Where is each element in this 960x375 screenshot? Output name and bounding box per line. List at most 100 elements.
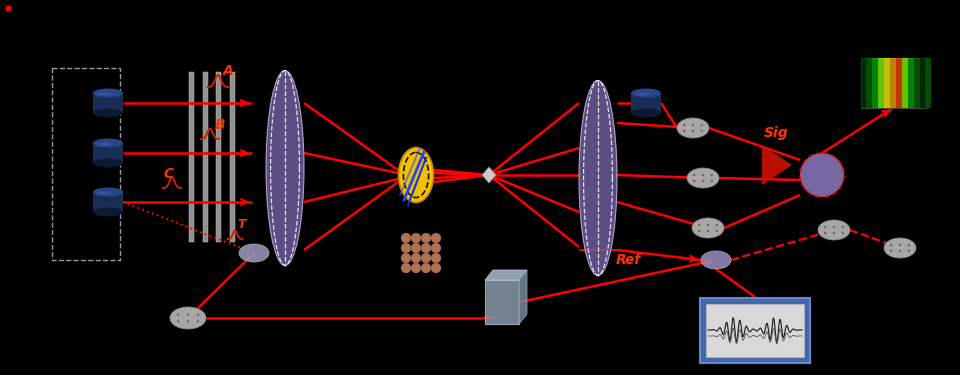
Circle shape xyxy=(197,320,199,322)
Text: T: T xyxy=(237,218,246,231)
FancyBboxPatch shape xyxy=(700,297,810,363)
Circle shape xyxy=(411,253,421,263)
FancyBboxPatch shape xyxy=(925,58,931,108)
Polygon shape xyxy=(485,270,527,280)
Text: C: C xyxy=(163,167,173,181)
Ellipse shape xyxy=(93,188,123,196)
Ellipse shape xyxy=(93,108,123,117)
FancyBboxPatch shape xyxy=(229,72,234,242)
Polygon shape xyxy=(762,145,792,185)
FancyBboxPatch shape xyxy=(901,58,908,108)
Circle shape xyxy=(707,230,709,232)
Ellipse shape xyxy=(631,108,661,117)
Circle shape xyxy=(411,263,421,273)
Circle shape xyxy=(907,250,910,252)
Circle shape xyxy=(842,232,844,234)
Circle shape xyxy=(899,250,901,252)
Circle shape xyxy=(702,174,705,176)
Ellipse shape xyxy=(635,92,650,96)
FancyBboxPatch shape xyxy=(215,72,221,242)
Ellipse shape xyxy=(579,81,617,276)
Circle shape xyxy=(702,180,705,182)
FancyBboxPatch shape xyxy=(890,58,896,108)
Polygon shape xyxy=(93,93,123,113)
Circle shape xyxy=(683,124,685,126)
Polygon shape xyxy=(485,280,519,324)
FancyBboxPatch shape xyxy=(860,58,867,108)
Bar xyxy=(860,58,925,108)
Circle shape xyxy=(401,263,411,273)
Circle shape xyxy=(187,320,189,322)
Circle shape xyxy=(401,243,411,253)
Circle shape xyxy=(683,130,685,132)
Circle shape xyxy=(899,244,901,246)
Circle shape xyxy=(177,314,180,316)
Circle shape xyxy=(177,320,180,322)
Circle shape xyxy=(692,124,694,126)
Text: Sig: Sig xyxy=(764,126,788,140)
Text: A: A xyxy=(223,64,233,78)
Polygon shape xyxy=(482,167,496,183)
Circle shape xyxy=(701,124,703,126)
Circle shape xyxy=(701,130,703,132)
Circle shape xyxy=(907,244,910,246)
Ellipse shape xyxy=(97,191,111,195)
Polygon shape xyxy=(631,93,661,113)
Circle shape xyxy=(715,224,718,226)
Ellipse shape xyxy=(93,159,123,168)
Circle shape xyxy=(411,233,421,243)
FancyBboxPatch shape xyxy=(908,58,914,108)
Circle shape xyxy=(698,230,701,232)
Circle shape xyxy=(692,130,694,132)
Text: Ref: Ref xyxy=(616,253,641,267)
Circle shape xyxy=(431,253,441,263)
Ellipse shape xyxy=(97,92,111,96)
Ellipse shape xyxy=(239,244,269,262)
Circle shape xyxy=(401,233,411,243)
Circle shape xyxy=(832,226,835,228)
Circle shape xyxy=(693,174,695,176)
Ellipse shape xyxy=(631,88,661,98)
Text: B: B xyxy=(215,118,226,132)
Circle shape xyxy=(421,233,431,243)
Circle shape xyxy=(197,314,199,316)
Circle shape xyxy=(698,224,701,226)
FancyBboxPatch shape xyxy=(914,58,920,108)
Polygon shape xyxy=(519,270,527,324)
Circle shape xyxy=(431,233,441,243)
Circle shape xyxy=(431,243,441,253)
Circle shape xyxy=(824,232,827,234)
FancyBboxPatch shape xyxy=(896,58,901,108)
Circle shape xyxy=(890,244,893,246)
Circle shape xyxy=(421,243,431,253)
FancyBboxPatch shape xyxy=(884,58,890,108)
Ellipse shape xyxy=(677,118,709,138)
Circle shape xyxy=(401,253,411,263)
Ellipse shape xyxy=(266,70,304,266)
FancyBboxPatch shape xyxy=(867,58,873,108)
FancyBboxPatch shape xyxy=(860,58,925,108)
Ellipse shape xyxy=(93,138,123,147)
Ellipse shape xyxy=(170,307,206,329)
Circle shape xyxy=(842,226,844,228)
Circle shape xyxy=(707,224,709,226)
Ellipse shape xyxy=(884,238,916,258)
FancyBboxPatch shape xyxy=(203,72,207,242)
Circle shape xyxy=(890,250,893,252)
FancyBboxPatch shape xyxy=(188,72,194,242)
Ellipse shape xyxy=(398,147,434,202)
Ellipse shape xyxy=(687,168,719,188)
Ellipse shape xyxy=(701,251,731,269)
Ellipse shape xyxy=(97,142,111,146)
Circle shape xyxy=(431,263,441,273)
Circle shape xyxy=(832,232,835,234)
Polygon shape xyxy=(93,143,123,163)
FancyBboxPatch shape xyxy=(706,303,804,357)
Circle shape xyxy=(715,230,718,232)
Circle shape xyxy=(710,174,713,176)
FancyBboxPatch shape xyxy=(873,58,878,108)
Circle shape xyxy=(187,314,189,316)
Ellipse shape xyxy=(93,88,123,98)
Ellipse shape xyxy=(93,207,123,216)
Polygon shape xyxy=(93,192,123,212)
